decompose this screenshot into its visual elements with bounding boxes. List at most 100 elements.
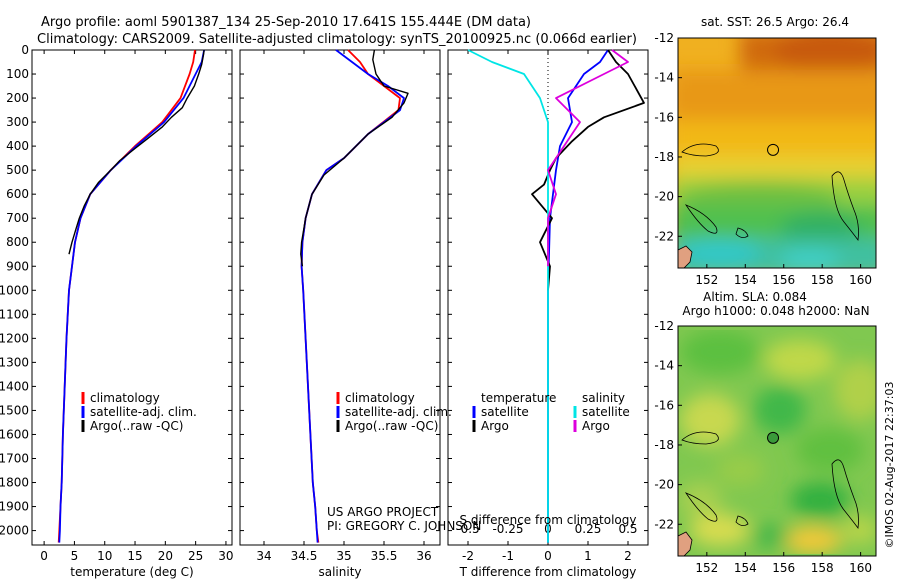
x-tick-label: 15 [127,549,142,563]
x-tick-label: 0 [40,549,48,563]
difference-panel: -2 -1 0 1 2-0.5 -0.25 0 0.25 0.5 T difference fr… [447,49,649,579]
sla-float-marker [767,431,780,444]
sla-reef-contour [735,515,749,526]
depth-tick-label: 1700 [0,451,29,465]
depth-tick-label: 0 [21,43,29,57]
x-tick-label: 20 [158,549,173,563]
S-tick-label: 0.25 [575,522,602,536]
sst-coastline [678,245,693,268]
sal-satellite-line [467,49,549,543]
satellite-adj-line [300,49,405,543]
lat-tick-label: -16 [654,110,674,124]
lon-tick-label: 158 [811,273,834,287]
depth-tick-label: 600 [6,187,29,201]
legend-sal-satellite-label: satellite [582,405,630,419]
sst-reef-contour [681,143,719,157]
S-tick-label: -0.5 [456,522,479,536]
depth-tick-label: 400 [6,139,29,153]
salinity-plot-content: 34 34.5 35 35.5 36 [240,49,440,563]
sst-map-frame [677,37,877,269]
sla-map-subtitle: Argo h1000: 0.048 h2000: NaN [682,304,869,318]
temperature-panel-frame [31,49,233,546]
legend-salinity-heading: salinity [582,391,625,405]
lat-tick-label: -22 [654,229,674,243]
temperature-xlabel: temperature (deg C) [70,565,193,579]
sst-reef-contour [831,171,859,242]
legend-temp-satellite-label: satellite [481,405,529,419]
x-tick-label: 35.5 [371,549,398,563]
sla-coastline [678,531,693,556]
depth-tick-label: 1000 [0,283,29,297]
sst-map-ticks: 152 154 156 158 160 -12 -14 -16 -18 -20 -22 [654,31,872,287]
x-tick-label: 5 [71,549,79,563]
legend-argo-label: Argo(..raw -QC) [90,419,183,433]
sla-field-blobs [678,330,876,554]
lat-tick-label: -22 [654,517,674,531]
legend-climatology-label: climatology [345,391,415,405]
temperature-plot-content: 0 5 10 15 20 25 30 [32,49,234,563]
depth-tick-label: 200 [6,91,29,105]
depth-tick-label: 100 [6,67,29,81]
legend-satellite-adj-label: satellite-adj. clim. [345,405,452,419]
difference-xlabel-S: S difference from climatology [460,513,637,527]
lon-tick-label: 152 [695,561,718,575]
depth-tick-label: 800 [6,235,29,249]
lat-tick-label: -16 [654,398,674,412]
difference-xlabel-T: T difference from climatology [459,565,637,579]
S-tick-label: -0.25 [492,522,523,536]
sla-map-ticks: 152 154 156 158 160 -12 -14 -16 -18 -20 -22 [654,319,872,575]
lat-tick-label: -14 [654,359,674,373]
lon-tick-label: 154 [734,273,757,287]
depth-tick-label: 1800 [0,476,29,490]
sst-reef-contour [684,204,718,234]
credit-pi: PI: GREGORY C. JOHNSON [327,519,481,533]
sst-map: sat. SST: 26.5 Argo: 26.4 [654,15,877,287]
x-tick-label: -2 [462,549,474,563]
depth-axis-labels: 0 100 200 300 400 500 600 700 800 900 1000 1100 1200… [0,43,29,538]
x-tick-label: 10 [97,549,112,563]
x-tick-label: 2 [624,549,632,563]
S-tick-label: 0.5 [618,522,637,536]
difference-plot-content: -2 -1 0 1 2-0.5 -0.25 0 0.25 0.5 [448,49,648,563]
sst-float-marker [767,143,780,156]
lat-tick-label: -18 [654,150,674,164]
legend-sal-argo-label: Argo [582,419,610,433]
sal-argo-line [547,49,629,267]
legend-argo-label: Argo(..raw -QC) [345,419,438,433]
header-title-line2: Climatology: CARS2009. Satellite-adjuste… [37,32,637,47]
temperature-legend: climatology satellite-adj. clim. Argo(..… [81,391,197,433]
credit-project: US ARGO PROJECT [327,505,439,519]
sla-reef-contour [831,459,859,530]
legend-climatology-label: climatology [90,391,160,405]
depth-tick-label: 1300 [0,355,29,369]
salinity-legend: climatology satellite-adj. clim. Argo(..… [336,391,452,433]
legend-temp-argo-label: Argo [481,419,509,433]
lat-tick-label: -12 [654,31,674,45]
depth-tick-label: 1900 [0,500,29,514]
depth-tick-label: 1600 [0,427,29,441]
legend-satellite-adj-label: satellite-adj. clim. [90,405,197,419]
depth-tick-label: 1400 [0,379,29,393]
depth-tick-label: 2000 [0,524,29,538]
sst-reef-contour [735,227,749,238]
x-tick-label: 35 [336,549,351,563]
lat-tick-label: -18 [654,438,674,452]
lat-tick-label: -20 [654,190,674,204]
lat-tick-label: -12 [654,319,674,333]
imos-timestamp: ©IMOS 02-Aug-2017 22:37:03 [883,382,896,549]
temperature-panel: 0 5 10 15 20 25 30 temperature (deg C) [31,49,234,579]
depth-tick-label: 500 [6,163,29,177]
sla-reef-contour [684,492,718,522]
salinity-xlabel: salinity [318,565,361,579]
lon-tick-label: 154 [734,561,757,575]
depth-tick-label: 300 [6,115,29,129]
lon-tick-label: 152 [695,273,718,287]
lon-tick-label: 156 [772,273,795,287]
salinity-panel: 34 34.5 35 35.5 36 salinity [239,49,441,579]
lon-tick-label: 156 [772,561,795,575]
x-tick-label: -1 [502,549,514,563]
depth-tick-label: 1200 [0,331,29,345]
depth-tick-label: 900 [6,259,29,273]
lon-tick-label: 160 [849,561,872,575]
